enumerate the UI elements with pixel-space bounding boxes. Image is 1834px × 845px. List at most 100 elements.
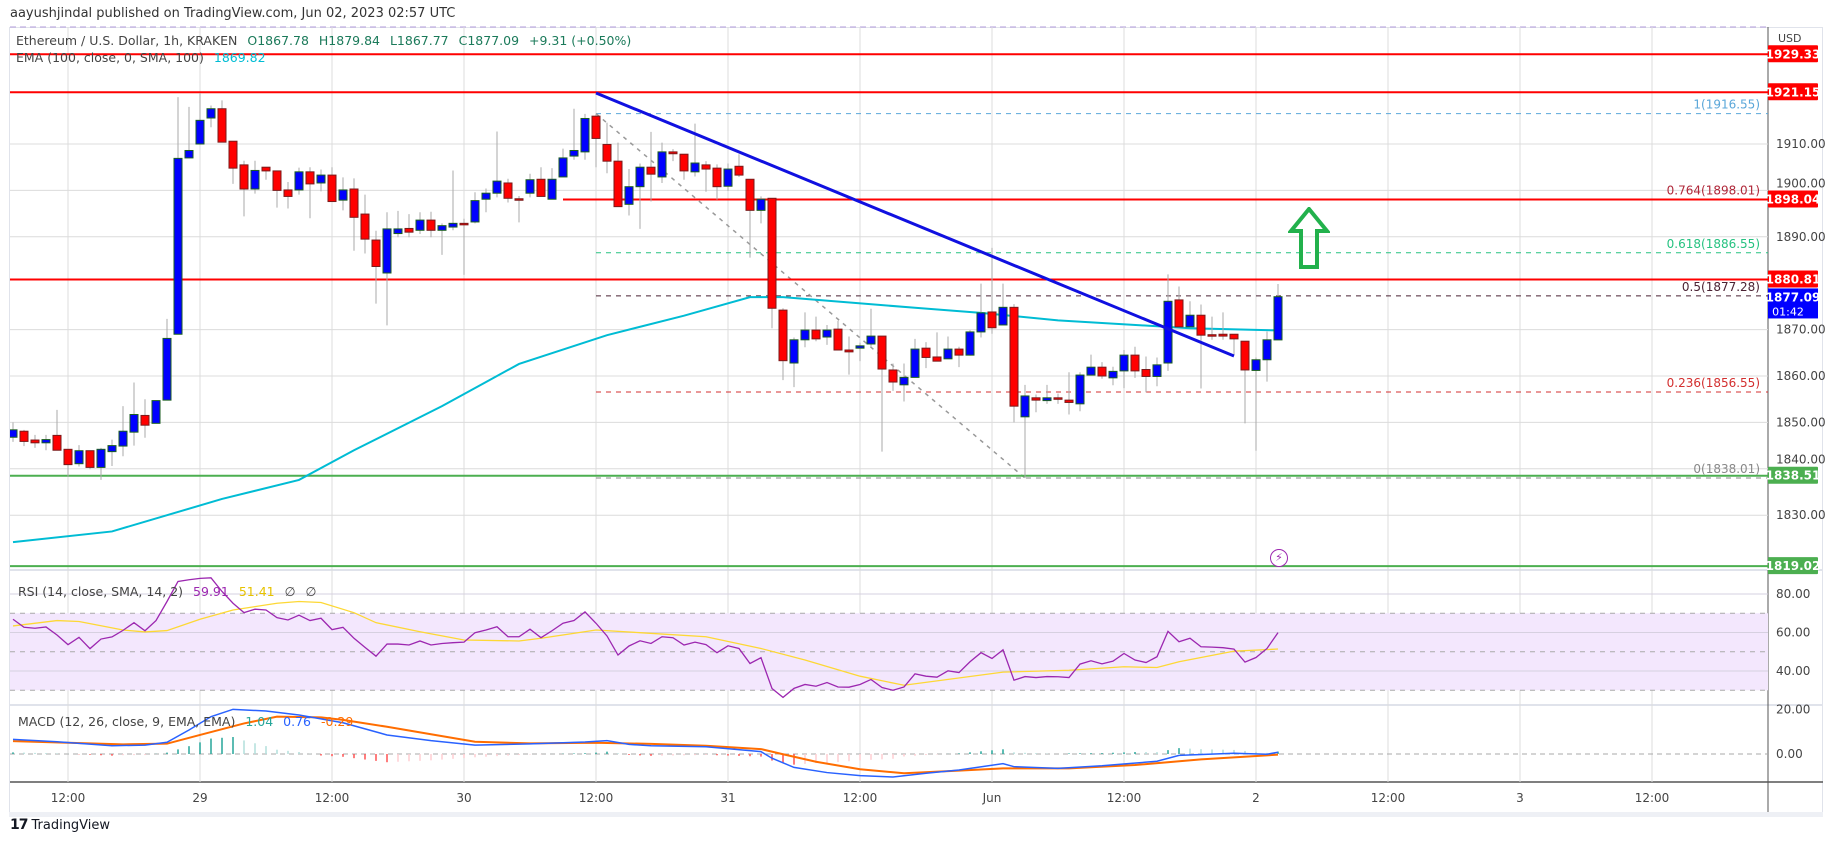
candle (888, 363, 898, 391)
price-axis-tick: 1860.00 (1776, 369, 1826, 383)
candle (52, 409, 62, 451)
up-arrow-annotation[interactable] (1288, 207, 1330, 269)
candle-body (448, 222, 458, 228)
time-axis-label: 12:00 (51, 791, 86, 805)
candle-body (767, 197, 777, 309)
fib-level-label: 0.5(1877.28) (1682, 280, 1760, 294)
candle (624, 169, 634, 216)
candle (525, 173, 535, 198)
macd-histogram-bar (177, 749, 179, 754)
macd-histogram-bar (331, 754, 333, 757)
candle (965, 330, 975, 356)
ema-legend[interactable]: EMA (100, close, 0, SMA, 100) 1869.82 (16, 50, 272, 65)
candle-body (305, 171, 315, 185)
candle-body (701, 164, 711, 170)
candle-body (1020, 395, 1030, 418)
candle (195, 92, 205, 145)
candle-body (250, 169, 260, 190)
price-axis-tick: 1890.00 (1776, 230, 1826, 244)
candle (1229, 333, 1239, 355)
candle-body (360, 213, 370, 240)
candle (1218, 312, 1228, 340)
rsi-axis-tick: 60.00 (1776, 626, 1810, 640)
candle (899, 363, 909, 402)
ohlc-low: L1867.77 (389, 33, 449, 48)
macd-histogram-bar (705, 754, 707, 755)
candle-body (635, 166, 645, 188)
rsi-legend[interactable]: RSI (14, close, SMA, 14, 2) 59.91 51.41 … (18, 584, 322, 599)
macd-histogram-bar (1079, 753, 1081, 754)
lightning-icon[interactable]: ⚡ (1270, 549, 1288, 567)
candle (1163, 274, 1173, 371)
candle-body (811, 329, 821, 340)
macd-legend[interactable]: MACD (12, 26, close, 9, EMA, EMA) 1.04 0… (18, 714, 359, 729)
candle-body (195, 119, 205, 145)
rsi-legend-value: 59.91 (193, 584, 229, 599)
candle (481, 188, 491, 213)
ohlc-close: C1877.09 (458, 33, 520, 48)
macd-histogram-bar (1222, 749, 1224, 754)
candle-body (844, 349, 854, 353)
candle-body (932, 356, 942, 362)
candle-body (756, 198, 766, 211)
candle (514, 195, 524, 223)
candle-body (283, 189, 293, 197)
candle (877, 335, 887, 452)
ema-legend-label: EMA (100, close, 0, SMA, 100) (16, 50, 204, 65)
tradingview-logo-icon: 17 (10, 817, 29, 833)
macd-legend-label: MACD (12, 26, close, 9, EMA, EMA) (18, 714, 236, 729)
candle-body (239, 164, 249, 190)
candle-body (855, 345, 865, 349)
macd-histogram-bar (672, 754, 674, 756)
macd-histogram-bar (914, 754, 916, 756)
candle-body (1174, 299, 1184, 328)
macd-histogram-bar (1266, 752, 1268, 754)
symbol-legend[interactable]: Ethereum / U.S. Dollar, 1h, KRAKEN O1867… (16, 33, 637, 48)
candle (1119, 350, 1129, 389)
candle (470, 192, 480, 224)
macd-histogram-bar (463, 754, 465, 759)
ohlc-high: H1879.84 (318, 33, 380, 48)
macd-histogram-bar (716, 754, 718, 756)
candle-body (745, 178, 755, 211)
candle (1240, 340, 1250, 424)
candle (19, 429, 29, 447)
macd-histogram-bar (1035, 753, 1037, 754)
candle-body (580, 117, 590, 153)
macd-histogram-bar (573, 753, 575, 754)
time-axis-label: 3 (1516, 791, 1524, 805)
macd-histogram-bar (232, 737, 234, 754)
candle-body (734, 165, 744, 176)
published-caption: aayushjindal published on TradingView.co… (10, 6, 456, 21)
rsi-axis-tick: 40.00 (1776, 664, 1810, 678)
candle (712, 164, 722, 200)
tradingview-logo[interactable]: 17 TradingView (10, 817, 110, 833)
candle (1273, 283, 1283, 341)
candle-body (140, 414, 150, 426)
candle (547, 168, 557, 200)
candle (239, 160, 249, 217)
candle-body (789, 339, 799, 364)
ohlc-open: O1867.78 (247, 33, 309, 48)
macd-histogram-bar (144, 754, 146, 756)
macd-histogram-bar (980, 751, 982, 754)
candle-body (657, 151, 667, 178)
candle-body (536, 178, 546, 197)
candle (635, 163, 645, 229)
candle (360, 194, 370, 254)
time-axis-label: Jun (982, 791, 1002, 805)
macd-histogram-bar (628, 754, 630, 755)
candle-body (151, 400, 161, 424)
macd-histogram-bar (34, 752, 36, 754)
macd-histogram-bar (1112, 752, 1114, 754)
macd-histogram-bar (925, 754, 927, 756)
macd-histogram-bar (441, 754, 443, 760)
macd-histogram-bar (496, 754, 498, 757)
candle-body (1141, 369, 1151, 377)
macd-histogram-bar (969, 752, 971, 754)
macd-histogram-bar (1145, 752, 1147, 754)
macd-histogram-bar (617, 753, 619, 754)
fib-level-label: 0.236(1856.55) (1667, 376, 1760, 390)
candle (1086, 354, 1096, 376)
